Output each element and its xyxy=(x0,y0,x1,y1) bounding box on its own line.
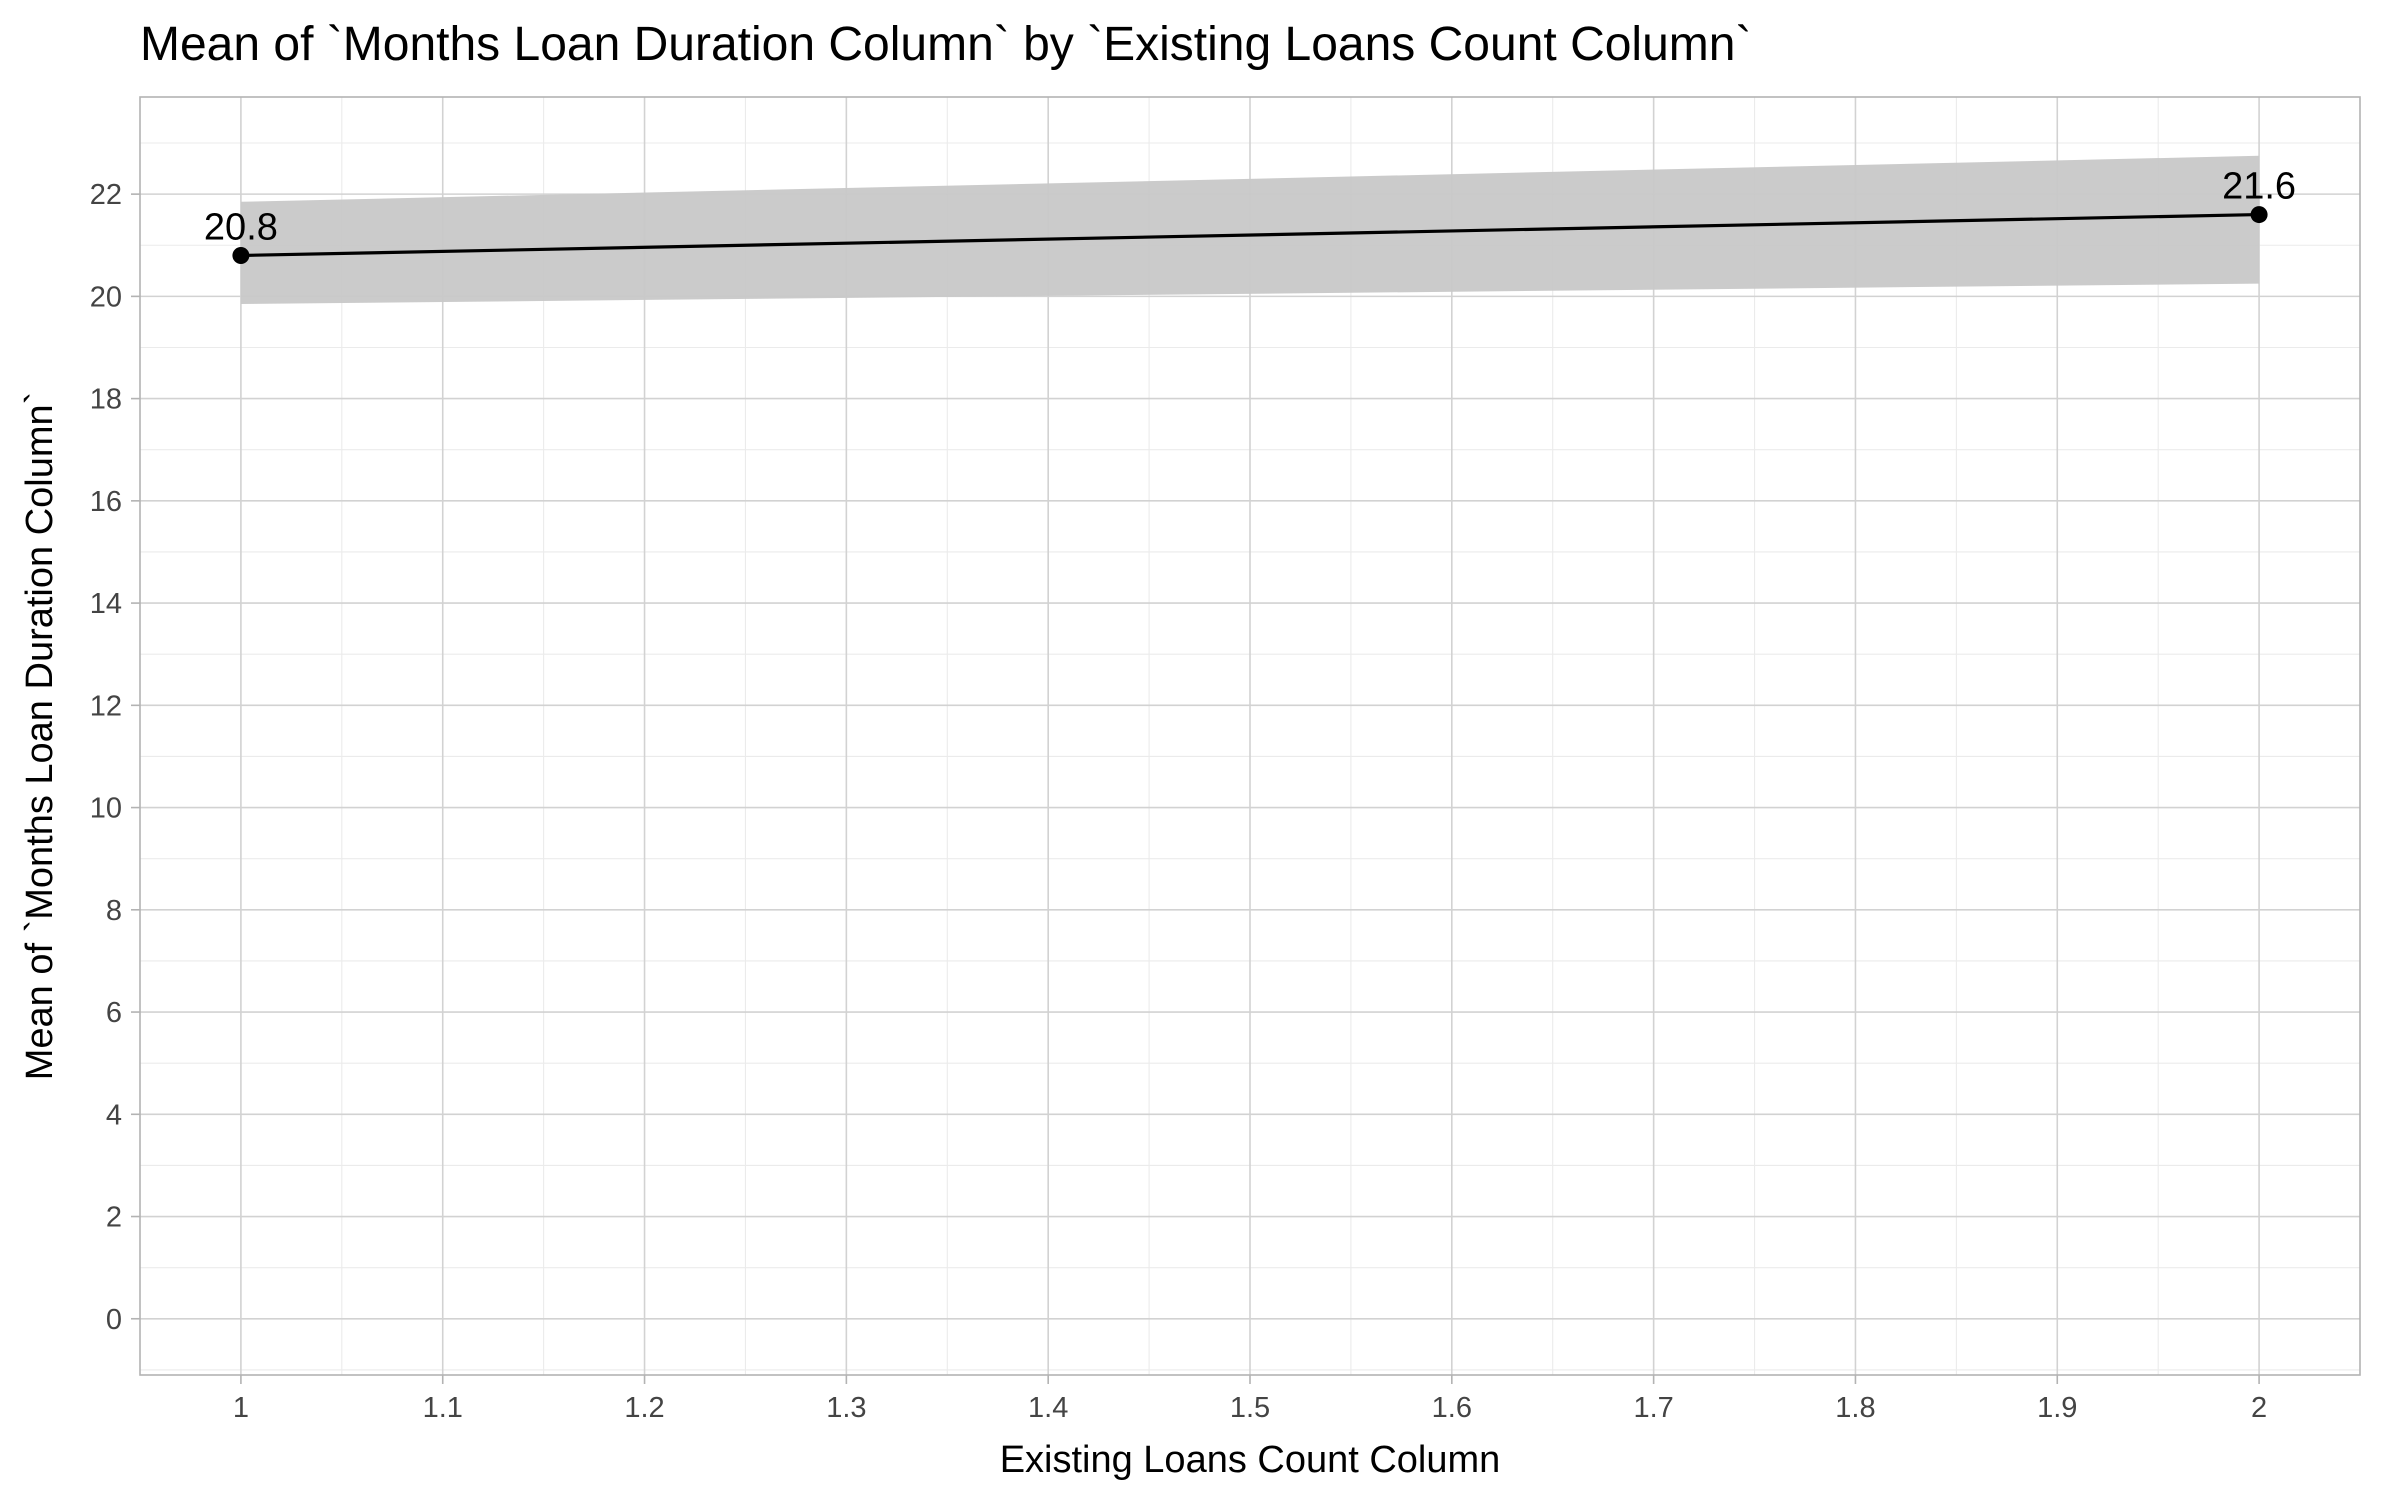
data-label: 21.6 xyxy=(2222,166,2296,208)
confidence-band xyxy=(240,155,2260,305)
confidence-band-layer xyxy=(240,155,2260,305)
x-tick-label: 1.4 xyxy=(1028,1392,1068,1424)
y-axis-title: Mean of `Months Loan Duration Column` xyxy=(19,392,61,1081)
series-line xyxy=(240,212,2260,258)
y-tick-label: 14 xyxy=(90,588,122,620)
y-tick-label: 10 xyxy=(90,793,122,825)
x-axis-ticks: 1 1.1 1.2 1.3 1.4 1.5 1.6 1.7 1.8 1.9 2 xyxy=(233,1375,2267,1424)
y-tick-label: 6 xyxy=(106,997,122,1029)
line-layer xyxy=(240,212,2260,258)
data-label-layer: 20.8 21.6 xyxy=(204,166,2296,249)
y-tick-label: 4 xyxy=(106,1099,122,1131)
y-tick-label: 16 xyxy=(90,486,122,518)
chart-title: Mean of `Months Loan Duration Column` by… xyxy=(140,18,1751,71)
x-tick-label: 1.5 xyxy=(1230,1392,1270,1424)
y-tick-label: 2 xyxy=(106,1202,122,1234)
x-tick-label: 2 xyxy=(2251,1392,2267,1424)
major-grid xyxy=(140,97,2360,1375)
x-tick-label: 1.1 xyxy=(423,1392,463,1424)
x-tick-label: 1 xyxy=(233,1392,249,1424)
x-tick-label: 1.2 xyxy=(624,1392,664,1424)
y-tick-label: 0 xyxy=(106,1304,122,1336)
x-tick-label: 1.8 xyxy=(1835,1392,1875,1424)
y-tick-label: 8 xyxy=(106,895,122,927)
x-tick-label: 1.9 xyxy=(2037,1392,2077,1424)
x-tick-label: 1.3 xyxy=(826,1392,866,1424)
y-tick-label: 18 xyxy=(90,384,122,416)
data-point xyxy=(2250,206,2268,224)
x-axis-title: Existing Loans Count Column xyxy=(1000,1439,1501,1481)
y-axis-ticks: 0 2 4 6 8 10 12 14 16 18 20 22 xyxy=(90,179,140,1336)
y-tick-label: 12 xyxy=(90,690,122,722)
x-tick-label: 1.7 xyxy=(1633,1392,1673,1424)
y-tick-label: 22 xyxy=(90,179,122,211)
y-tick-label: 20 xyxy=(90,281,122,313)
x-tick-label: 1.6 xyxy=(1432,1392,1472,1424)
data-label: 20.8 xyxy=(204,206,278,248)
data-point xyxy=(232,246,250,264)
point-layer xyxy=(232,206,2268,264)
